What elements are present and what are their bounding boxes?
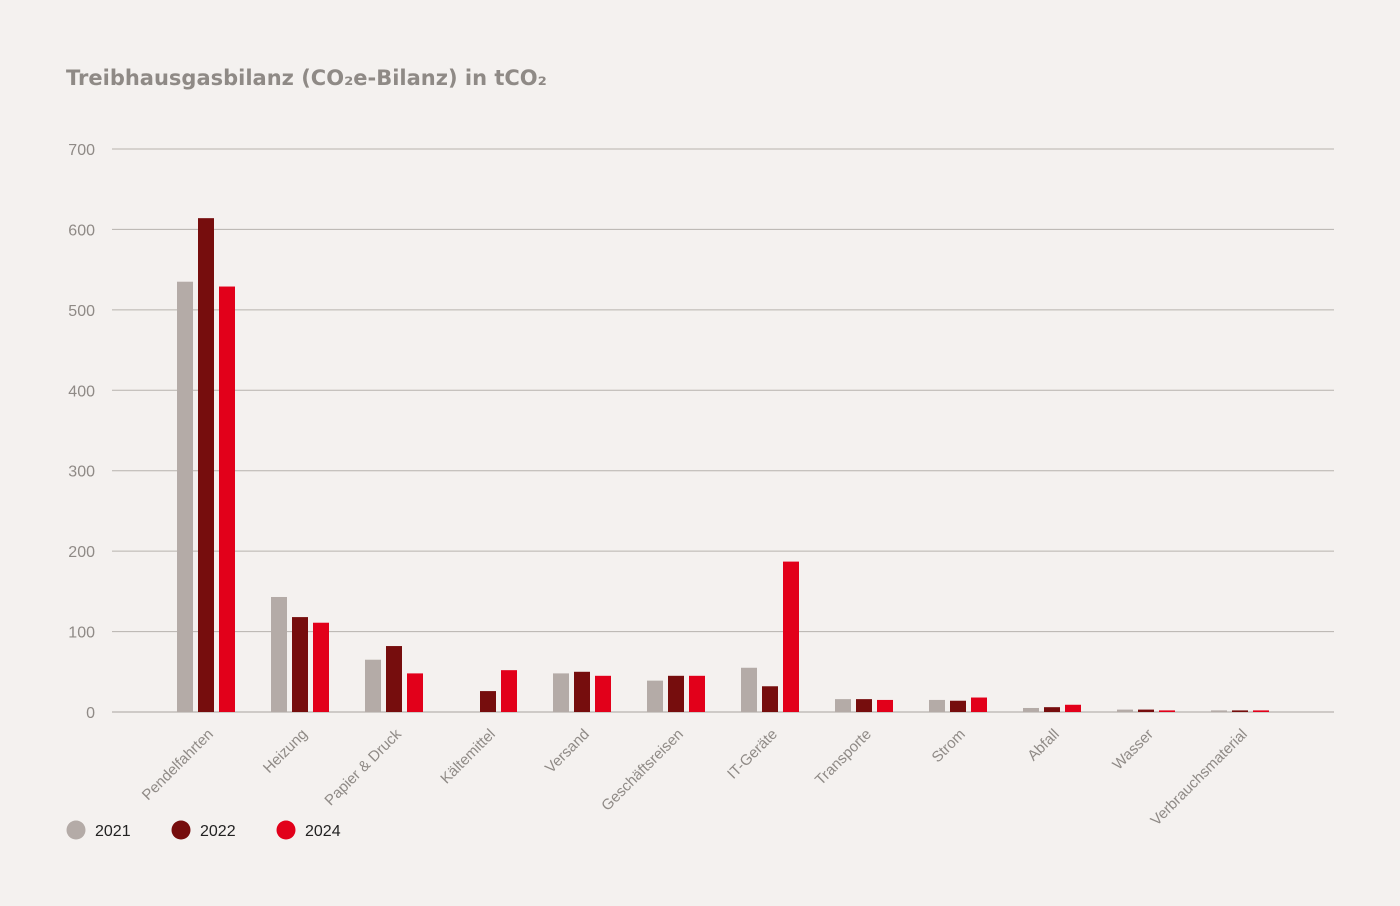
bar-2021-1 xyxy=(271,596,287,712)
x-tick-label: Versand xyxy=(542,726,593,777)
x-axis-labels: Pendelfahrten Heizung Papier & Druck Kältem… xyxy=(139,725,1251,829)
bar-2022-9 xyxy=(1044,707,1060,712)
legend-label-2022: 2022 xyxy=(200,823,236,840)
legend-marker-2024 xyxy=(276,820,296,840)
bar-2024-10 xyxy=(1159,710,1175,712)
y-tick-label: 700 xyxy=(68,142,95,159)
bar-2021-9 xyxy=(1023,707,1039,712)
bar-2021-2 xyxy=(365,659,381,712)
bar-2024-2 xyxy=(407,673,423,712)
bar-2022-11 xyxy=(1232,710,1248,712)
legend-marker-2021 xyxy=(66,820,86,840)
bar-2022-5 xyxy=(668,675,684,712)
x-tick-label: Wasser xyxy=(1109,726,1157,774)
legend: 2021 2022 2024 xyxy=(66,820,341,840)
bar-2024-5 xyxy=(689,675,705,712)
x-tick-label: IT-Geräte xyxy=(724,726,781,783)
bar-2022-6 xyxy=(762,686,778,712)
bar-2021-8 xyxy=(929,699,945,712)
bar-2022-2 xyxy=(386,646,402,712)
legend-marker-2022 xyxy=(171,820,191,840)
bars xyxy=(177,218,1269,712)
bar-2022-8 xyxy=(950,700,966,712)
bar-2022-0 xyxy=(198,218,214,712)
bar-2022-1 xyxy=(292,617,308,712)
bar-2022-7 xyxy=(856,699,872,712)
bar-2021-5 xyxy=(647,680,663,712)
y-tick-label: 500 xyxy=(68,303,95,320)
legend-label-2021: 2021 xyxy=(95,823,131,840)
y-tick-label: 400 xyxy=(68,383,95,400)
x-tick-label: Heizung xyxy=(260,726,311,777)
bar-2022-4 xyxy=(574,671,590,712)
bar-2021-6 xyxy=(741,667,757,712)
bar-2021-10 xyxy=(1117,709,1133,712)
x-tick-label: Verbrauchsmaterial xyxy=(1147,726,1250,829)
chart-title: Treibhausgasbilanz (CO₂e-Bilanz) in tCO₂ xyxy=(66,66,547,90)
y-tick-label: 300 xyxy=(68,464,95,481)
bar-2024-4 xyxy=(595,675,611,712)
bar-2021-11 xyxy=(1211,710,1227,712)
x-tick-label: Transporte xyxy=(812,726,875,789)
bar-2021-4 xyxy=(553,673,569,712)
bar-2021-7 xyxy=(835,699,851,712)
bar-2024-7 xyxy=(877,699,893,712)
y-tick-label: 200 xyxy=(68,544,95,561)
bar-2024-9 xyxy=(1065,704,1081,712)
x-tick-label: Papier & Druck xyxy=(321,725,405,809)
y-axis-ticks: 0 100 200 300 400 500 600 700 xyxy=(68,142,95,722)
bar-2024-0 xyxy=(219,286,235,712)
bar-2024-1 xyxy=(313,622,329,712)
x-tick-label: Abfall xyxy=(1024,726,1063,765)
y-tick-label: 100 xyxy=(68,625,95,642)
x-tick-label: Geschäftsreisen xyxy=(598,726,687,815)
bar-2024-3 xyxy=(501,670,517,712)
bar-2024-8 xyxy=(971,697,987,712)
bar-2021-0 xyxy=(177,281,193,712)
bar-2024-11 xyxy=(1253,710,1269,712)
y-tick-label: 600 xyxy=(68,222,95,239)
x-tick-label: Strom xyxy=(929,726,969,766)
y-tick-label: 0 xyxy=(86,705,95,722)
x-tick-label: Pendelfahrten xyxy=(139,726,217,804)
bar-2022-3 xyxy=(480,691,496,712)
x-tick-label: Kältemittel xyxy=(437,726,499,788)
legend-label-2024: 2024 xyxy=(305,823,341,840)
bar-2024-6 xyxy=(783,561,799,712)
bar-2022-10 xyxy=(1138,709,1154,712)
